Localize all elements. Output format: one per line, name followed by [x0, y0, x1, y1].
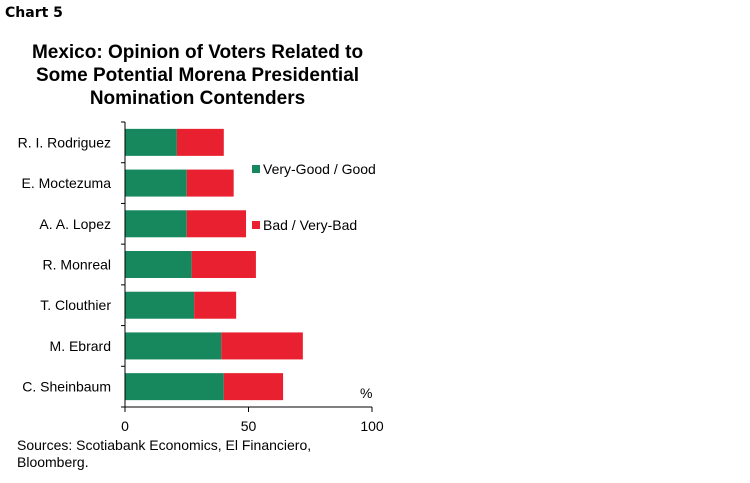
unit-label: %: [360, 385, 372, 401]
legend: Very-Good / Good Bad / Very-Bad: [252, 161, 376, 233]
chart-title: Mexico: Opinion of Voters Related to Som…: [31, 42, 364, 109]
category-label-5: M. Ebrard: [50, 338, 111, 354]
bar-good-6: [125, 373, 224, 401]
legend-swatch-0: [252, 165, 260, 173]
bar-bad-6: [223, 373, 284, 401]
chart-number-label: Chart 5: [5, 5, 63, 21]
bar-good-0: [125, 128, 177, 156]
bars-layer: [125, 128, 303, 401]
legend-swatch-1: [252, 221, 260, 229]
x-tick-label-1: 50: [241, 418, 257, 434]
legend-label-1: Bad / Very-Bad: [263, 217, 357, 233]
x-tick-label-0: 0: [121, 418, 129, 434]
bar-bad-3: [191, 251, 256, 278]
x-tick-labels: 0 50 100: [121, 418, 384, 434]
bar-good-5: [125, 332, 222, 360]
category-label-4: T. Clouthier: [40, 297, 111, 313]
bar-bad-4: [194, 291, 237, 319]
category-label-1: E. Moctezuma: [22, 175, 112, 191]
bar-bad-5: [221, 332, 303, 360]
source-note: Sources: Scotiabank Economics, El Financ…: [17, 437, 312, 470]
bar-good-1: [125, 169, 187, 197]
axes-layer: [121, 121, 373, 412]
category-labels: R. I. Rodriguez E. Moctezuma A. A. Lopez R.…: [18, 134, 112, 394]
category-label-2: A. A. Lopez: [39, 216, 111, 232]
bar-good-3: [125, 251, 192, 278]
category-label-0: R. I. Rodriguez: [18, 134, 111, 150]
bar-bad-1: [186, 169, 234, 197]
bar-bad-0: [176, 128, 224, 156]
legend-label-0: Very-Good / Good: [263, 161, 376, 177]
bar-good-4: [125, 291, 195, 319]
bar-bad-2: [186, 210, 247, 238]
category-label-3: R. Monreal: [43, 257, 111, 273]
x-tick-label-2: 100: [360, 418, 384, 434]
category-label-6: C. Sheinbaum: [22, 379, 111, 395]
bar-good-2: [125, 210, 187, 238]
